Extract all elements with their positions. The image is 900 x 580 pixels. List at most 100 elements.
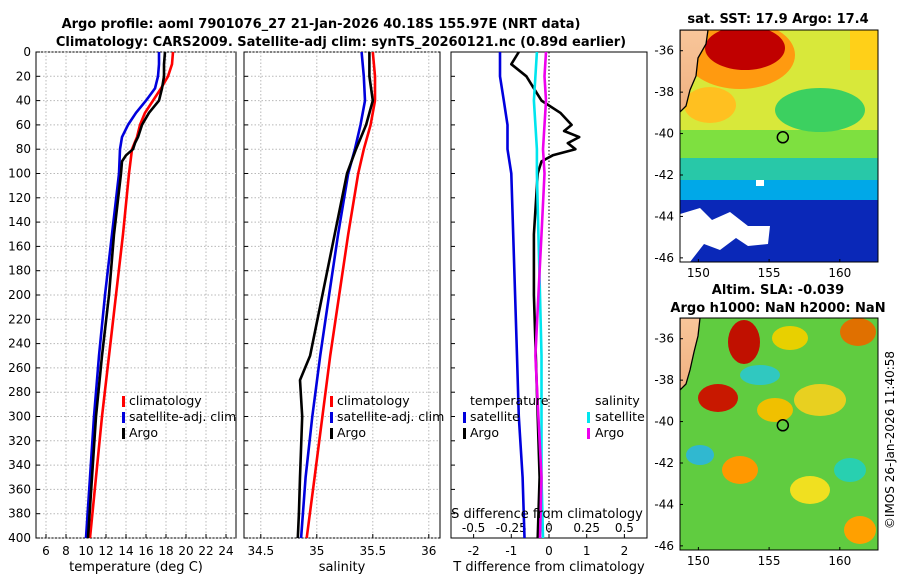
temperature-tick-label: 18 xyxy=(158,544,173,558)
depth-tick-label: 200 xyxy=(8,288,31,302)
sla-warm-patch-1 xyxy=(772,326,808,350)
salinity-xlabel: salinity xyxy=(319,560,366,575)
sst-argo-position-marker xyxy=(776,131,790,144)
sst-map-title: sat. SST: 17.9 Argo: 17.4 xyxy=(687,12,868,27)
temperature-tick-label: 12 xyxy=(98,544,113,558)
salinity-x-ticks: 34.5 35 35.5 36 xyxy=(247,534,436,558)
sla-map-ticks: 150 155 160 -36 -38 -40 -42 -44 -46 xyxy=(654,332,851,568)
temperature-tick-label: 16 xyxy=(138,544,153,558)
map-lat-tick-label: -42 xyxy=(654,168,674,182)
title-line-1: Argo profile: aoml 7901076_27 21-Jan-202… xyxy=(62,17,581,32)
legend-label-argo: Argo xyxy=(129,425,158,440)
legend-swatch-climatology xyxy=(330,396,333,407)
depth-ticks: 0 20 40 60 80 100 120 140 160 180 200 220 240 260 280 3… xyxy=(8,45,455,545)
sla-heatmap xyxy=(680,318,878,550)
series-line-satellite-adj-clim xyxy=(299,51,367,539)
sst-warm-corner xyxy=(850,30,878,70)
legend-swatch-argo xyxy=(330,428,333,439)
depth-tick-label: 220 xyxy=(8,312,31,326)
depth-tick-label: 180 xyxy=(8,264,31,278)
legend-swatch-t-satellite xyxy=(463,412,466,423)
series-line-argo xyxy=(296,52,375,539)
map-lon-tick-label: 155 xyxy=(758,266,781,280)
t-difference-tick-label: 0 xyxy=(545,544,553,558)
temperature-series xyxy=(84,51,175,539)
map-lat-tick-label: -42 xyxy=(654,456,674,470)
legend-label-climatology: climatology xyxy=(129,393,202,408)
sla-background xyxy=(680,318,878,550)
s-difference-tick-label: 0 xyxy=(545,521,553,535)
sla-low-patch-2 xyxy=(740,365,780,385)
sla-high-eddy-2 xyxy=(698,384,738,412)
t-difference-tick-label: -1 xyxy=(505,544,517,558)
series-line-salinity-satellite xyxy=(532,51,545,539)
series-line-climatology xyxy=(305,51,377,539)
t-difference-xlabel: T difference from climatology xyxy=(452,560,645,575)
sla-map-frame xyxy=(679,317,879,551)
temperature-x-ticks: 6 8 10 12 14 16 18 20 22 24 xyxy=(42,534,234,558)
difference-legend-temperature: temperature satellite Argo xyxy=(463,393,549,440)
depth-tick-label: 280 xyxy=(8,385,31,399)
series-line-salinity-argo xyxy=(534,51,548,539)
legend-label-satellite: satellite-adj. clim xyxy=(129,409,236,424)
sla-coastline xyxy=(680,318,701,391)
s-difference-tick-label: 0.5 xyxy=(615,521,634,535)
sla-map-title: Altim. SLA: -0.039 xyxy=(712,283,844,298)
depth-tick-label: 240 xyxy=(8,337,31,351)
sla-high-eddy-3 xyxy=(840,318,876,346)
temperature-tick-label: 24 xyxy=(218,544,233,558)
t-difference-tick-label: 1 xyxy=(583,544,591,558)
map-lon-tick-label: 160 xyxy=(828,554,851,568)
t-difference-x-ticks: -2 -1 0 1 2 xyxy=(468,534,628,558)
sst-cloud-speck xyxy=(756,180,764,186)
map-lon-tick-label: 155 xyxy=(758,554,781,568)
s-difference-xlabel: S difference from climatology xyxy=(451,507,643,522)
s-difference-x-ticks: -0.5 -0.25 0 0.25 0.5 xyxy=(462,521,634,535)
depth-tick-label: 360 xyxy=(8,482,31,496)
series-line-argo xyxy=(86,51,167,539)
sla-argo-position-marker xyxy=(776,419,790,432)
temperature-tick-label: 20 xyxy=(178,544,193,558)
map-lat-tick-label: -46 xyxy=(654,251,674,265)
sla-warm-patch-4 xyxy=(722,456,758,484)
imos-watermark: ©IMOS 26-Jan-2026 11:40:58 xyxy=(883,351,897,529)
legend-swatch-satellite xyxy=(122,412,125,423)
map-lon-tick-label: 160 xyxy=(828,266,851,280)
legend-label-t-satellite: satellite xyxy=(470,409,520,424)
sla-high-eddy-1 xyxy=(728,320,760,364)
sst-warm-eddy xyxy=(684,87,736,123)
legend-label-satellite: satellite-adj. clim xyxy=(337,409,444,424)
legend-label-argo: Argo xyxy=(337,425,366,440)
s-difference-tick-label: -0.5 xyxy=(462,521,485,535)
sst-map-frame xyxy=(679,29,879,263)
legend-label-s-argo: Argo xyxy=(595,425,624,440)
map-lat-tick-label: -40 xyxy=(654,127,674,141)
sst-hot-core xyxy=(705,30,785,70)
sst-cloud-mask xyxy=(680,208,770,262)
sst-green-patch xyxy=(775,88,865,132)
depth-tick-label: 400 xyxy=(8,531,31,545)
sla-warm-patch-2 xyxy=(794,384,846,416)
legend-label-t-argo: Argo xyxy=(470,425,499,440)
difference-legend-salinity: salinity satellite Argo xyxy=(587,393,645,440)
sst-heatmap xyxy=(680,30,878,262)
t-difference-tick-label: -2 xyxy=(468,544,480,558)
s-difference-tick-label: 0.25 xyxy=(573,521,600,535)
legend-swatch-s-satellite xyxy=(587,412,590,423)
legend-swatch-argo xyxy=(122,428,125,439)
map-lon-tick-label: 150 xyxy=(687,554,710,568)
series-line-temperature-satellite xyxy=(498,52,526,539)
salinity-tick-label: 35 xyxy=(309,544,324,558)
salinity-tick-label: 36 xyxy=(421,544,436,558)
sla-warm-patch-3 xyxy=(757,398,793,422)
legend-swatch-t-argo xyxy=(463,428,466,439)
sla-low-patch-3 xyxy=(686,445,714,465)
legend-label-s-satellite: satellite xyxy=(595,409,645,424)
legend-swatch-satellite xyxy=(330,412,333,423)
depth-tick-label: 80 xyxy=(16,142,31,156)
map-lat-tick-label: -44 xyxy=(654,497,674,511)
legend-label-climatology: climatology xyxy=(337,393,410,408)
depth-tick-label: 20 xyxy=(16,69,31,83)
temperature-tick-label: 14 xyxy=(118,544,133,558)
series-line-satellite-adj-clim xyxy=(84,52,161,539)
